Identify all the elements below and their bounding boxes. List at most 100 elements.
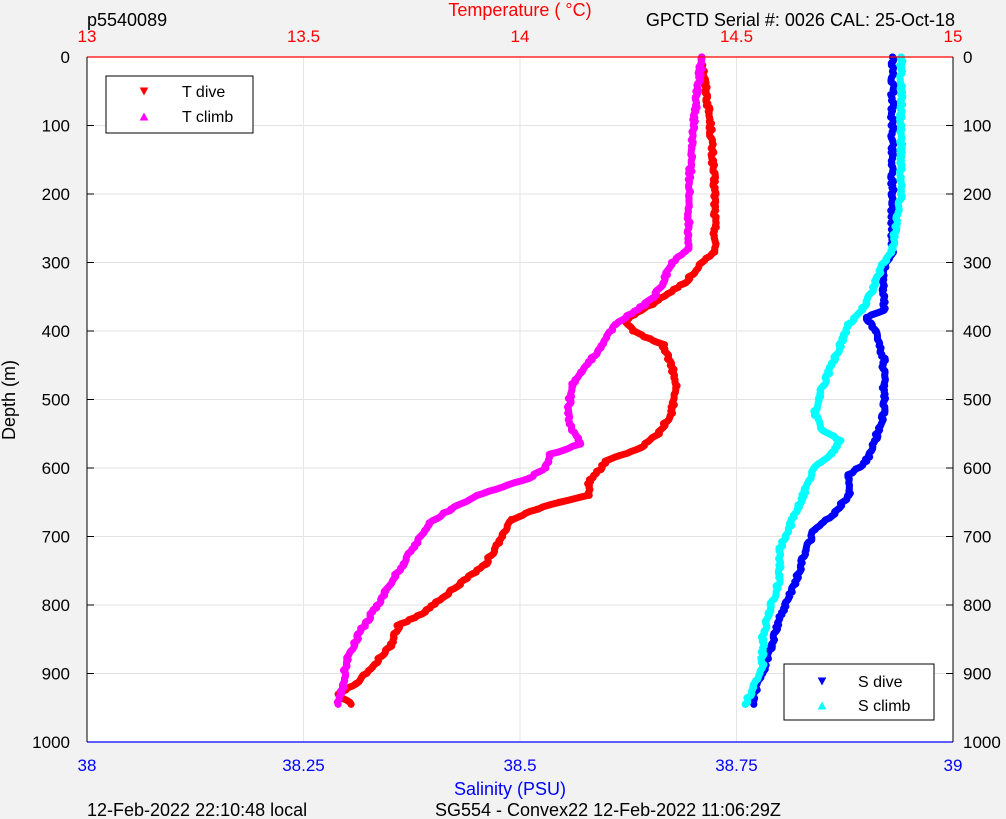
depth-tick-label-left: 100 [42, 117, 70, 136]
data-point-t-climb [399, 560, 407, 568]
data-point-t-dive [533, 505, 541, 513]
temperature-tick-label: 14 [511, 27, 530, 46]
data-point-s-dive [767, 642, 775, 650]
data-point-t-dive [711, 248, 719, 256]
data-point-s-climb [880, 259, 888, 266]
legend-t-dive-triangle [139, 87, 149, 96]
temperature-axis-title: Temperature ( °C) [448, 0, 591, 20]
data-point-s-climb [741, 700, 749, 708]
temperature-tick-label: 14.5 [720, 27, 753, 46]
depth-tick-label-right: 1000 [963, 733, 1001, 752]
data-point-t-dive [438, 594, 446, 602]
legend-s-climb-marker [817, 701, 827, 710]
data-point-s-climb [819, 382, 827, 390]
data-point-t-dive [707, 122, 714, 129]
data-point-s-climb [897, 122, 905, 129]
legend-s-climb-label: S climb [858, 698, 911, 715]
data-point-t-climb [659, 279, 667, 287]
data-point-s-climb [862, 300, 870, 308]
depth-tick-label-left: 500 [42, 391, 70, 410]
depth-tick-label-right: 100 [963, 117, 991, 136]
legend-temperature: T dive T climb [105, 75, 254, 134]
data-point-s-dive [880, 354, 888, 362]
data-point-s-dive [871, 327, 879, 335]
data-point-t-climb [425, 519, 433, 527]
data-point-s-climb [759, 635, 766, 643]
temperature-tick-label: 13 [78, 27, 97, 46]
footer-local-time: 12-Feb-2022 22:10:48 local [87, 800, 307, 819]
data-point-t-climb [546, 450, 554, 458]
salinity-tick-label: 39 [944, 756, 963, 775]
depth-tick-label-right: 800 [963, 596, 991, 615]
legend-t-climb-label: T climb [182, 109, 233, 126]
legend-t-dive-label: T dive [182, 84, 225, 101]
data-point-s-climb [871, 279, 879, 287]
data-point-t-climb [685, 245, 693, 253]
data-point-s-climb [750, 683, 758, 691]
axes-layer: 0 0 100 100 200 200 300 300 400 400 500 500 600 600 70… [32, 27, 1001, 775]
legend-s-climb-triangle [817, 701, 827, 710]
depth-axis-title: Depth (m) [0, 360, 19, 440]
data-point-t-climb [611, 320, 619, 328]
data-point-t-climb [689, 122, 697, 129]
data-point-s-climb [828, 450, 836, 458]
data-point-s-dive [888, 122, 896, 129]
data-point-s-dive [750, 700, 758, 708]
data-point-s-climb [888, 245, 896, 253]
data-point-t-dive [352, 680, 359, 688]
data-point-t-climb [603, 334, 611, 342]
data-point-t-dive [659, 341, 667, 349]
data-point-t-dive [585, 478, 593, 486]
data-point-t-dive [507, 515, 515, 523]
data-point-s-climb [810, 409, 818, 417]
depth-tick-label-right: 900 [963, 665, 991, 684]
depth-tick-label-right: 300 [963, 254, 991, 273]
data-point-s-climb [802, 485, 810, 493]
data-point-t-climb [382, 587, 390, 595]
data-point-t-dive [668, 409, 675, 417]
data-point-s-dive [880, 306, 888, 314]
data-point-t-dive [481, 560, 489, 568]
data-point-s-climb [776, 546, 784, 554]
legend-t-dive-marker [139, 87, 149, 96]
data-point-t-dive [637, 443, 645, 451]
legend-t-climb-marker [139, 112, 149, 121]
depth-tick-label-left: 700 [42, 528, 70, 547]
data-point-t-dive [585, 491, 593, 499]
data-point-s-dive [880, 382, 888, 390]
data-point-s-climb [810, 464, 818, 472]
data-point-s-climb [785, 526, 792, 534]
data-point-t-climb [525, 474, 533, 482]
data-point-s-climb [819, 426, 827, 434]
data-point-t-climb [564, 409, 572, 417]
data-point-t-climb [650, 293, 658, 301]
legend-salinity: S dive S climb [783, 663, 935, 721]
depth-tick-label-right: 0 [963, 48, 972, 67]
data-point-t-dive [421, 608, 429, 616]
data-point-t-climb [503, 481, 511, 489]
temperature-tick-label: 13.5 [287, 27, 320, 46]
data-point-t-climb [577, 440, 585, 448]
calibration-label: GPCTD Serial #: 0026 CAL: 25-Oct-18 [646, 10, 955, 30]
data-point-s-climb [836, 437, 844, 445]
depth-tick-label-left: 400 [42, 322, 70, 341]
legend-s-dive-label: S dive [858, 674, 903, 691]
depth-tick-label-left: 300 [42, 254, 70, 273]
data-point-s-dive [845, 491, 853, 499]
data-point-t-climb [447, 505, 455, 513]
data-point-t-climb [339, 683, 346, 691]
data-point-s-dive [880, 286, 888, 294]
data-point-s-dive [845, 471, 853, 479]
data-point-t-climb [334, 700, 342, 708]
data-point-s-dive [828, 512, 836, 520]
series-s-climb [741, 53, 907, 708]
depth-tick-label-right: 500 [963, 391, 991, 410]
data-point-t-climb [568, 426, 576, 434]
data-point-t-climb [369, 608, 377, 616]
series-t-climb [333, 53, 706, 708]
data-point-t-dive [499, 533, 507, 540]
data-point-t-dive [369, 663, 377, 671]
data-point-s-dive [888, 190, 896, 198]
